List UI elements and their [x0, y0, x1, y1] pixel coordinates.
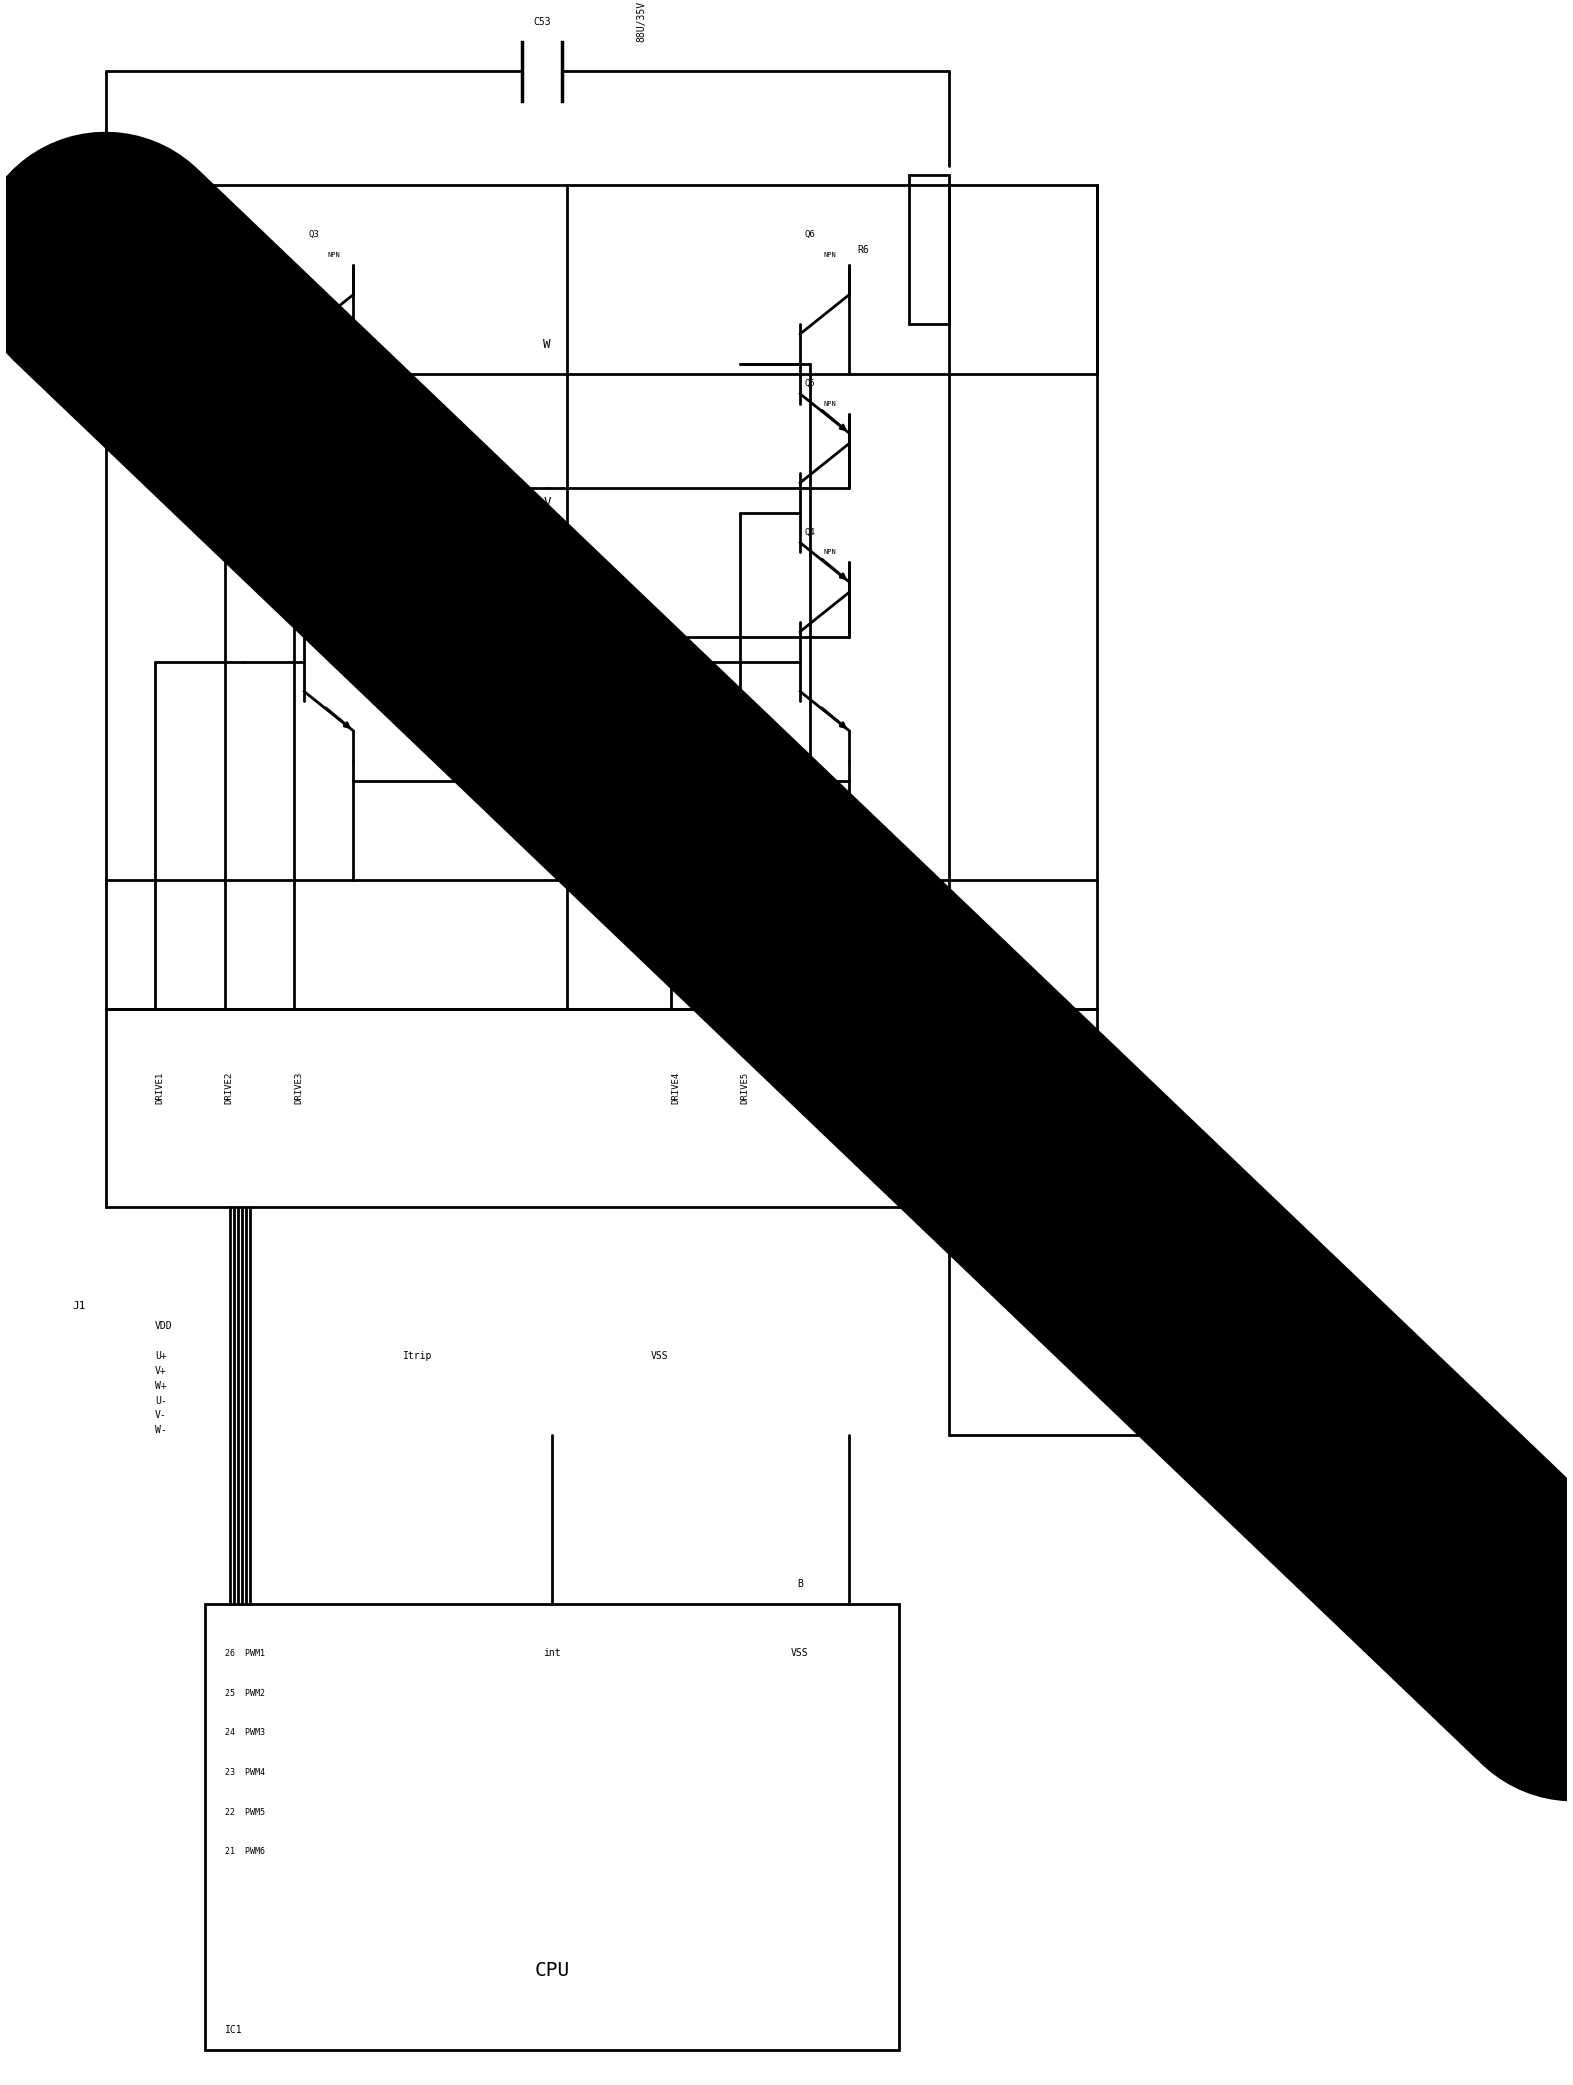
Text: 26  PWM1: 26 PWM1: [225, 1649, 264, 1658]
Text: 24  PWM3: 24 PWM3: [225, 1728, 264, 1737]
Text: Q6: Q6: [804, 231, 815, 240]
Text: V-: V-: [156, 1409, 167, 1420]
Text: GND1: GND1: [1276, 1430, 1299, 1441]
Text: W-: W-: [156, 1426, 167, 1434]
Text: 22  PWM5: 22 PWM5: [225, 1808, 264, 1816]
Text: R6: R6: [857, 244, 870, 254]
Text: J1: J1: [72, 1301, 85, 1311]
Text: CPU: CPU: [535, 1962, 569, 1981]
Text: VSS: VSS: [791, 1649, 809, 1658]
Text: NPN: NPN: [327, 400, 340, 407]
Text: DRIVE3: DRIVE3: [294, 1072, 304, 1105]
Text: NPN: NPN: [327, 252, 340, 259]
Text: W+: W+: [156, 1380, 167, 1391]
Text: int: int: [543, 1649, 560, 1658]
Text: V: V: [543, 496, 551, 509]
Text: <<: <<: [1507, 1549, 1521, 1560]
Text: DRIVE1: DRIVE1: [156, 1072, 164, 1105]
Text: Q4: Q4: [804, 528, 815, 538]
Text: VDD: VDD: [156, 1322, 173, 1330]
Text: W: W: [543, 338, 551, 350]
Text: Q2: Q2: [308, 379, 319, 388]
Text: 88U/35V: 88U/35V: [635, 2, 647, 42]
Text: NPN: NPN: [327, 548, 340, 555]
Text: U-: U-: [156, 1395, 167, 1405]
Text: NPN: NPN: [823, 252, 835, 259]
Text: IC1: IC1: [225, 2025, 242, 2035]
Bar: [204, 1603, 900, 2050]
Text: 25  PWM2: 25 PWM2: [225, 1689, 264, 1697]
Text: DRIVE5: DRIVE5: [741, 1072, 749, 1105]
Text: NPN: NPN: [823, 400, 835, 407]
Bar: [909, 175, 949, 325]
Text: CC: CC: [1488, 1549, 1501, 1560]
Text: NPN: NPN: [823, 548, 835, 555]
Text: Q3: Q3: [308, 231, 319, 240]
Text: 21  PWM6: 21 PWM6: [225, 1847, 264, 1856]
Text: DRIVE6: DRIVE6: [810, 1072, 820, 1105]
Text: 23  PWM4: 23 PWM4: [225, 1768, 264, 1776]
Text: Q5: Q5: [804, 379, 815, 388]
Text: DRIVE2: DRIVE2: [225, 1072, 233, 1105]
Text: C53: C53: [533, 17, 551, 27]
Bar: [105, 186, 1098, 1009]
Text: B: B: [798, 1578, 802, 1589]
Text: DRIVE4: DRIVE4: [672, 1072, 680, 1105]
Text: VSS: VSS: [651, 1351, 669, 1362]
Text: Itrip: Itrip: [403, 1351, 433, 1362]
Text: Q1: Q1: [308, 528, 319, 538]
Bar: [105, 1009, 1098, 1207]
Text: U: U: [543, 644, 551, 659]
Text: V+: V+: [156, 1366, 167, 1376]
Text: U+: U+: [156, 1351, 167, 1362]
